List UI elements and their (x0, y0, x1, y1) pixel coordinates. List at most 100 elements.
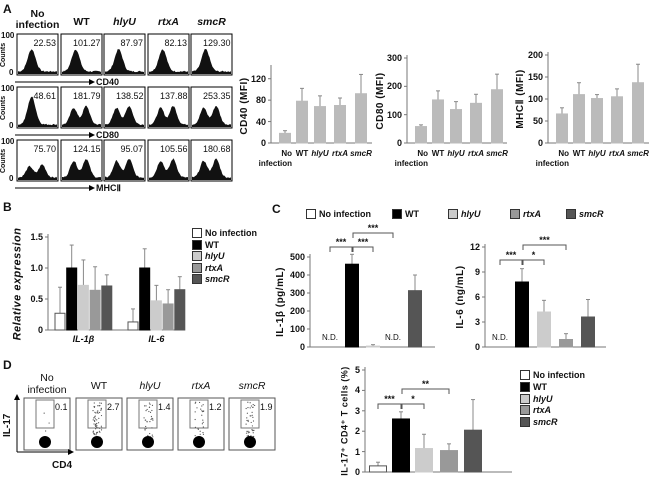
y-tick-label: 0.5 (30, 294, 43, 304)
significance-bracket (522, 259, 545, 265)
event-dot (151, 404, 154, 407)
event-dot (144, 419, 146, 421)
category-label: hlyU (588, 149, 606, 158)
event-dot (201, 405, 203, 407)
y-tick-label: 3 (474, 317, 480, 327)
bar-hlyu (415, 448, 433, 473)
event-dot (151, 434, 153, 436)
significance-bracket (329, 246, 353, 252)
event-dot (148, 410, 150, 413)
mfi-value: 181.79 (73, 91, 101, 101)
y-tick-label: 0 (396, 138, 402, 148)
event-dot (95, 434, 97, 436)
marker-label: CD40 (96, 77, 120, 87)
column-header-smcr: smcR (238, 380, 266, 392)
legend-swatch (520, 381, 530, 392)
histogram (62, 49, 101, 74)
event-dot (150, 418, 152, 421)
event-dot (99, 402, 101, 404)
event-dot (95, 428, 97, 430)
bar-hlyu-il-6 (150, 300, 162, 331)
event-dot (97, 405, 99, 407)
event-dot (144, 428, 146, 430)
event-dot (250, 421, 252, 424)
event-dot (144, 429, 146, 431)
event-dot (194, 418, 196, 421)
event-dot (201, 414, 203, 416)
significance-bracket (401, 403, 425, 409)
histogram (105, 49, 144, 74)
b-legend-item-rtxa: rtxA (192, 262, 223, 273)
bar-no-infection-il-1 (54, 312, 66, 331)
mfi-value: 75.70 (33, 144, 56, 154)
bar-hlyu (366, 345, 380, 348)
event-dot (247, 430, 249, 432)
b-legend-item-hlyu: hlyU (192, 251, 225, 261)
event-dot (249, 407, 251, 409)
arrowhead-icon (89, 132, 95, 138)
event-dot (249, 402, 251, 404)
event-dot (247, 419, 249, 421)
y-tick-label: 200 (527, 50, 543, 60)
event-dot (92, 431, 94, 433)
event-dot (251, 414, 253, 416)
mfi-value: 48.61 (33, 91, 56, 101)
bar-hlyu (537, 311, 551, 348)
event-dot (202, 426, 204, 428)
bar-wt (432, 99, 444, 144)
mfi-value: 253.35 (203, 91, 231, 101)
significance-label: *** (335, 237, 347, 247)
mfi-value: 129.30 (203, 38, 231, 48)
b-legend-item-no-infection: No infection (192, 228, 257, 238)
bar-smcr (464, 429, 482, 473)
c-legend-item-smcr: smcR (566, 209, 604, 219)
y-tick-label: 200 (386, 81, 402, 92)
bar-no-infection-il-6 (127, 321, 139, 331)
column-header-rtxa: rtxA (191, 380, 211, 392)
event-dot (94, 418, 96, 420)
bar-rtxa (559, 339, 573, 348)
y-tick-label: 0 (474, 342, 480, 352)
category-label: No infection (258, 149, 292, 168)
event-dot (247, 406, 249, 409)
bar-rtxa (440, 450, 458, 473)
event-dot (145, 409, 147, 412)
mfi-value: 87.97 (120, 38, 143, 48)
event-dot (100, 414, 103, 417)
y-tick-label: 2 (354, 426, 360, 437)
event-dot (100, 429, 103, 431)
y-tick: 100 (1, 84, 15, 93)
bar-smcr (408, 290, 422, 348)
legend-label: hlyU (461, 209, 481, 219)
event-dot (45, 430, 47, 432)
event-dot (248, 431, 251, 433)
d-legend-item-hlyu: hlyU (520, 393, 553, 404)
panel-label-c: C (272, 202, 281, 216)
bar-no-infection (556, 113, 568, 144)
event-dot (94, 424, 96, 427)
y-tick: 0 (9, 174, 14, 183)
y-axis-label: MHCⅡ (MFI) (515, 69, 526, 129)
event-dot (96, 431, 99, 433)
histogram (18, 164, 57, 180)
cd4-population (91, 436, 103, 448)
column-header-hlyu: hlyU (113, 16, 136, 28)
significance-label: *** (357, 237, 369, 247)
event-dot (150, 415, 153, 418)
y-tick-label: 1.5 (30, 232, 43, 242)
event-dot (151, 417, 153, 419)
y-tick-label: 0 (299, 342, 305, 352)
histogram (149, 49, 188, 74)
gate (35, 399, 55, 429)
bar-wt-il-1 (66, 267, 78, 331)
event-dot (246, 430, 248, 432)
c-legend-item-rtxa: rtxA (510, 209, 541, 219)
bar-rtxa (470, 102, 482, 144)
event-dot (99, 405, 101, 407)
bar-smcr (491, 89, 503, 144)
gate-percentage: 2.7 (107, 402, 120, 412)
event-dot (96, 425, 98, 427)
gate (240, 399, 260, 429)
il17-axis-label: IL-17 (2, 413, 13, 437)
event-dot (97, 422, 100, 424)
